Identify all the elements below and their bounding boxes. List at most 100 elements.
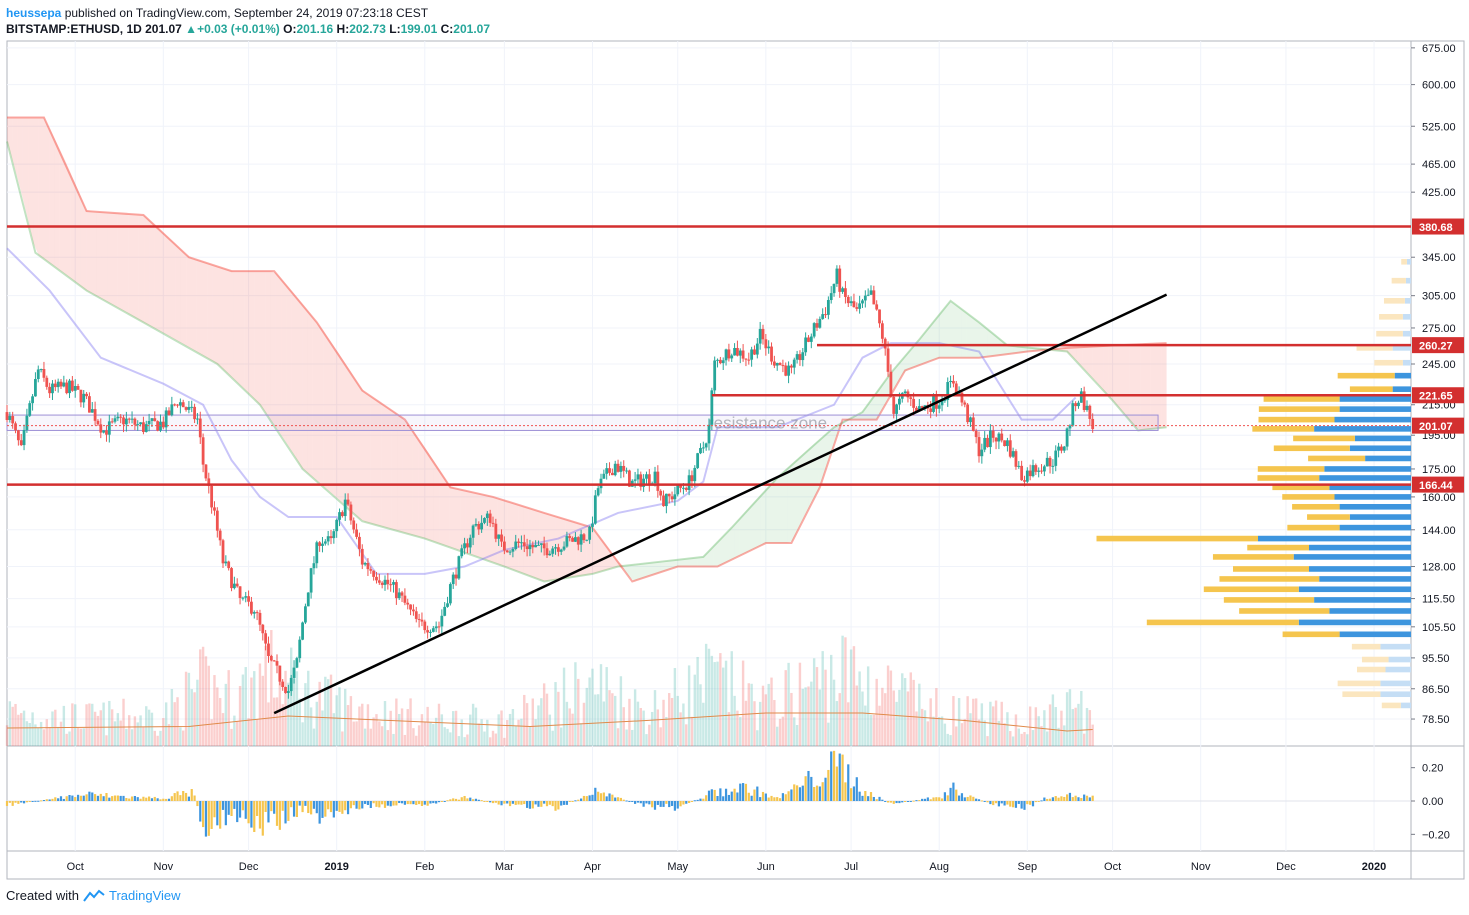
oscillator-bar bbox=[864, 791, 867, 801]
volume-bar bbox=[1011, 736, 1015, 746]
candle bbox=[559, 549, 563, 552]
span-a-line bbox=[6, 141, 1167, 583]
candle bbox=[1000, 433, 1004, 441]
trendline[interactable] bbox=[273, 293, 1168, 715]
candle bbox=[65, 382, 69, 394]
candle bbox=[531, 544, 535, 548]
oscillator-bar bbox=[628, 801, 631, 802]
oscillator-bar bbox=[764, 793, 767, 801]
volume-bar bbox=[290, 647, 293, 746]
volume-bar bbox=[929, 698, 932, 746]
candle bbox=[443, 606, 447, 616]
cloud-fill bbox=[866, 399, 872, 420]
tradingview-brand[interactable]: TradingView bbox=[108, 888, 181, 903]
candle bbox=[372, 570, 376, 577]
oscillator-bar bbox=[622, 799, 625, 801]
time-axis[interactable]: Oct Nov Dec 2019 Feb Mar Apr May Jun Jul Aug Sep Oct… bbox=[67, 861, 1387, 873]
candle bbox=[480, 522, 484, 530]
oscillator-bar bbox=[926, 797, 929, 801]
volume-bar bbox=[315, 701, 318, 746]
volume-bar bbox=[508, 713, 512, 746]
base-line bbox=[6, 247, 1077, 575]
candle bbox=[1062, 446, 1066, 451]
oscillator-bar bbox=[761, 791, 765, 801]
oscillator-bar bbox=[895, 801, 898, 804]
oscillator-bar bbox=[585, 796, 588, 801]
candle bbox=[1040, 470, 1043, 472]
cloud-fill bbox=[291, 291, 297, 460]
cloud-fill bbox=[871, 391, 877, 420]
candle bbox=[826, 300, 830, 315]
candle bbox=[1048, 457, 1052, 467]
oscillator-bar bbox=[273, 801, 276, 814]
oscillator-bar bbox=[958, 795, 961, 801]
candle bbox=[383, 579, 387, 585]
volume-bar bbox=[432, 723, 435, 746]
volume-bar bbox=[1014, 714, 1018, 746]
candle bbox=[1025, 470, 1029, 482]
candle bbox=[534, 544, 538, 548]
volume-bar bbox=[406, 709, 409, 746]
volume-bar bbox=[383, 701, 387, 746]
oscillator-bar bbox=[724, 788, 728, 801]
volume-bar bbox=[963, 718, 966, 746]
price-axis[interactable]: 78.50 86.50 95.50 105.50 115.50 128.00 144.00 1… bbox=[1411, 43, 1464, 841]
oscillator-bar bbox=[989, 801, 992, 805]
candle bbox=[235, 583, 239, 587]
volume-bar bbox=[1091, 724, 1094, 746]
oscillator-bar bbox=[1077, 797, 1080, 801]
candle bbox=[608, 468, 611, 473]
symbol-label[interactable]: BITSTAMP:ETHUSD, 1D bbox=[6, 22, 142, 36]
volume-bar bbox=[5, 725, 9, 746]
volume-bar bbox=[466, 734, 469, 746]
oscillator-bar bbox=[750, 795, 753, 801]
osc-tick-label: 0.20 bbox=[1422, 763, 1443, 775]
oscillator-bar bbox=[528, 801, 532, 809]
candle bbox=[687, 475, 691, 491]
candle bbox=[966, 404, 970, 423]
volume-bar bbox=[514, 725, 517, 746]
volume-bar bbox=[699, 684, 702, 746]
candle bbox=[460, 548, 464, 557]
cloud-fill bbox=[797, 454, 803, 531]
volume-bar bbox=[571, 713, 574, 746]
profile-buy-bar bbox=[1381, 702, 1401, 709]
volume-bar bbox=[594, 694, 597, 746]
author-name[interactable]: heussepa bbox=[6, 6, 62, 20]
cloud-fill bbox=[613, 554, 619, 568]
volume-bar bbox=[1043, 710, 1046, 746]
oscillator-bar bbox=[727, 794, 730, 801]
cloud-fill bbox=[755, 495, 761, 548]
candle bbox=[571, 537, 574, 542]
volume-bar bbox=[298, 698, 301, 746]
candle bbox=[727, 349, 731, 359]
support-resistance-levels[interactable] bbox=[7, 225, 1411, 486]
cloud-fill bbox=[987, 328, 993, 357]
price-change: +0.03 (+0.01%) bbox=[197, 22, 280, 36]
volume-bar bbox=[608, 690, 611, 746]
volume-bar bbox=[196, 679, 199, 746]
candle bbox=[386, 579, 390, 585]
candle bbox=[500, 534, 503, 542]
oscillator-bar bbox=[165, 798, 168, 801]
cloud-fill bbox=[1108, 345, 1114, 402]
oscillator-bar bbox=[824, 777, 827, 801]
oscillator-bar bbox=[744, 783, 748, 801]
volume-bar bbox=[847, 702, 850, 746]
oscillator-bar bbox=[85, 794, 88, 801]
price-tick-label: 600.00 bbox=[1422, 80, 1456, 92]
time-tick-label: 2019 bbox=[324, 861, 348, 873]
volume-bar bbox=[150, 712, 154, 746]
candle bbox=[784, 365, 788, 376]
oscillator-bar bbox=[730, 791, 733, 801]
candle bbox=[716, 359, 719, 361]
volume-bar bbox=[909, 672, 912, 746]
volume-bar bbox=[625, 729, 628, 746]
candle bbox=[937, 405, 941, 409]
oscillator-bar bbox=[562, 801, 566, 805]
candle bbox=[707, 424, 711, 444]
volume-bar bbox=[665, 716, 668, 746]
oscillator-bar bbox=[224, 801, 227, 826]
candle bbox=[85, 393, 88, 397]
